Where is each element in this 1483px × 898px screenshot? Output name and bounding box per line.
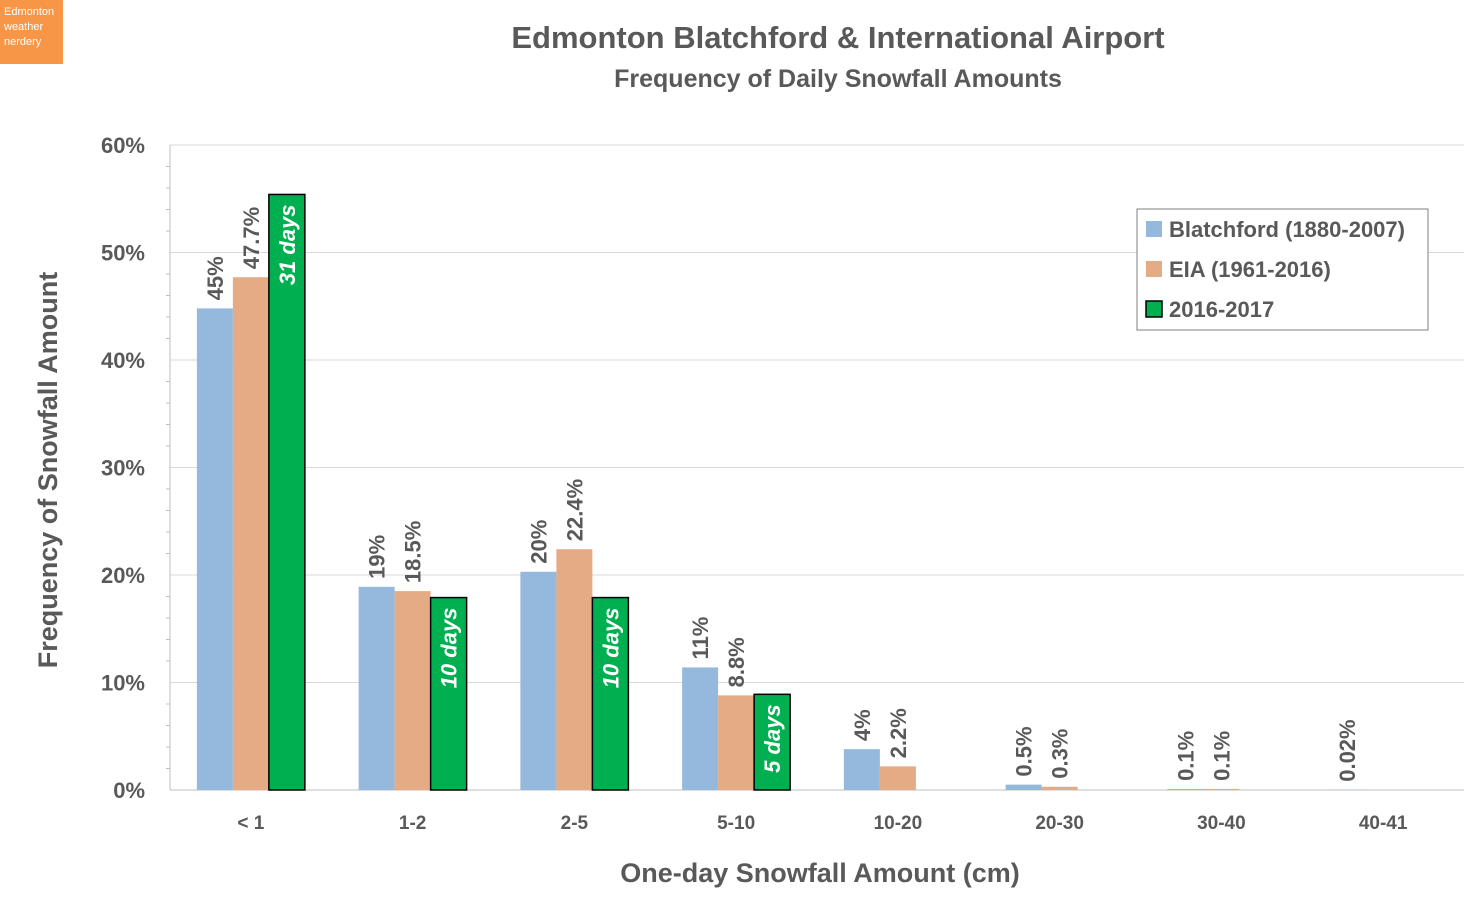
logo-line-1: Edmonton (4, 6, 55, 18)
x-category-label: 10-20 (874, 813, 923, 834)
x-axis-categories: < 1 1-2 2-5 5-10 10-20 20-30 30-40 40-41 (237, 813, 1407, 834)
legend-entry: EIA (1961-2016) (1169, 257, 1331, 282)
bar (879, 766, 916, 790)
chart-subtitle: Frequency of Daily Snowfall Amounts (614, 65, 1062, 93)
data-label: 10 days (598, 608, 623, 689)
logo-line-2: weather (4, 21, 44, 33)
data-label: 0.1% (1209, 731, 1234, 781)
y-tick-label: 0% (113, 778, 145, 803)
bar (358, 586, 395, 790)
y-tick-label: 60% (101, 133, 145, 158)
bar (718, 695, 755, 790)
x-category-label: < 1 (237, 813, 264, 834)
x-axis-label: One-day Snowfall Amount (cm) (620, 858, 1020, 888)
y-tick-label: 40% (101, 348, 145, 373)
x-category-label: 1-2 (399, 813, 426, 834)
bar (196, 308, 233, 790)
y-tick-label: 10% (101, 671, 145, 696)
y-axis-label: Frequency of Snowfall Amount (33, 272, 63, 669)
bar (394, 591, 431, 790)
data-label: 22.4% (562, 479, 587, 541)
data-label: 20% (526, 520, 551, 564)
data-label: 5 days (760, 704, 785, 773)
data-label: 4% (850, 709, 875, 741)
bar (591, 596, 630, 791)
x-category-label: 5-10 (717, 813, 755, 834)
data-label: 11% (688, 617, 713, 660)
legend-box (1136, 208, 1429, 331)
data-labels: 45% 47.7% 31 days 19% 18.5% 10 days 20% 22.4% 10… (203, 204, 1360, 781)
bar (1203, 788, 1240, 790)
data-label: 0.02% (1335, 719, 1360, 781)
data-label: 45% (203, 256, 228, 300)
data-label: 2.2% (886, 708, 911, 758)
legend-entry: Blatchford (1880-2007) (1169, 217, 1405, 242)
bar (1041, 786, 1078, 790)
data-label: 47.7% (239, 207, 264, 269)
bar (268, 193, 306, 791)
bar (1005, 784, 1042, 790)
data-label: 10 days (437, 608, 462, 689)
data-label: 18.5% (401, 521, 426, 583)
chart-title: Edmonton Blatchford & International Airp… (511, 20, 1164, 55)
bar (682, 667, 719, 790)
bar (1167, 788, 1204, 790)
y-axis-ticks: 0% 10% 20% 30% 40% 50% 60% (101, 133, 145, 803)
y-tick-label: 50% (101, 241, 145, 266)
data-label: 8.8% (724, 637, 749, 687)
bar (520, 571, 557, 790)
x-category-label: 30-40 (1197, 813, 1246, 834)
x-category-label: 20-30 (1035, 813, 1084, 834)
bar (753, 693, 791, 791)
bar (556, 549, 593, 790)
y-tick-label: 20% (101, 563, 145, 588)
data-label: 0.1% (1173, 731, 1198, 781)
bar (843, 749, 880, 790)
legend-swatch (1145, 300, 1163, 318)
data-label: 0.5% (1012, 726, 1037, 776)
bar (232, 277, 269, 791)
x-category-label: 2-5 (561, 813, 589, 834)
legend-entry: 2016-2017 (1169, 297, 1274, 322)
data-label: 0.3% (1048, 729, 1073, 779)
bar (429, 596, 468, 791)
bars (196, 193, 1366, 791)
brand-logo: Edmonton weather nerdery (0, 0, 63, 64)
legend: Blatchford (1880-2007) EIA (1961-2016) 201… (1136, 208, 1429, 331)
data-label: 19% (365, 535, 390, 579)
x-category-label: 40-41 (1359, 813, 1408, 834)
logo-line-3: nerdery (4, 36, 42, 48)
legend-swatch (1146, 221, 1162, 237)
data-label: 31 days (275, 204, 300, 285)
legend-swatch (1146, 261, 1162, 277)
y-tick-label: 30% (101, 456, 145, 481)
